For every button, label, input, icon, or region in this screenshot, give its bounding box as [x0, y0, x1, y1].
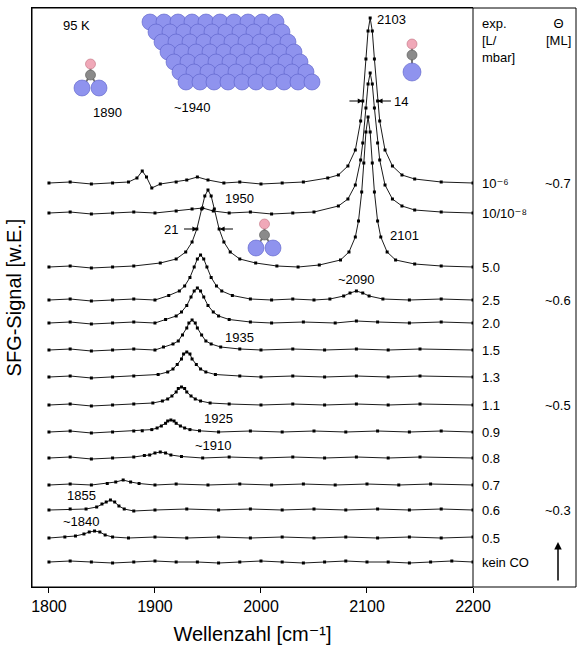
svg-text:~0.5: ~0.5	[545, 398, 571, 413]
svg-text:1935: 1935	[225, 330, 254, 345]
svg-text:14: 14	[394, 94, 408, 109]
svg-text:1950: 1950	[225, 191, 254, 206]
svg-text:0.7: 0.7	[482, 478, 500, 493]
svg-text:2.5: 2.5	[482, 293, 500, 308]
svg-text:1.5: 1.5	[482, 343, 500, 358]
svg-text:1925: 1925	[204, 411, 233, 426]
svg-text:~0.6: ~0.6	[545, 293, 571, 308]
svg-text:Wellenzahl [cm⁻¹]: Wellenzahl [cm⁻¹]	[173, 623, 331, 645]
svg-text:1800: 1800	[31, 598, 67, 615]
svg-text:1.3: 1.3	[482, 370, 500, 385]
svg-text:~1940: ~1940	[174, 100, 211, 115]
svg-text:2103: 2103	[377, 12, 406, 27]
svg-text:0.8: 0.8	[482, 451, 500, 466]
svg-text:0.6: 0.6	[482, 503, 500, 518]
svg-text:0.5: 0.5	[482, 531, 500, 546]
svg-text:10/10⁻⁸: 10/10⁻⁸	[482, 206, 527, 221]
svg-text:2.0: 2.0	[482, 316, 500, 331]
svg-text:1890: 1890	[93, 105, 122, 120]
svg-text:kein CO: kein CO	[482, 555, 529, 570]
svg-text:Θ[ML]: Θ[ML]	[546, 16, 571, 48]
svg-text:~2090: ~2090	[338, 272, 375, 287]
svg-text:~1910: ~1910	[195, 438, 232, 453]
svg-text:95 K: 95 K	[63, 18, 90, 33]
svg-text:10⁻⁶: 10⁻⁶	[482, 176, 509, 191]
svg-text:1.1: 1.1	[482, 398, 500, 413]
svg-text:~1840: ~1840	[63, 514, 100, 529]
svg-text:~0.7: ~0.7	[545, 176, 571, 191]
svg-text:5.0: 5.0	[482, 260, 500, 275]
svg-text:~0.3: ~0.3	[545, 503, 571, 518]
svg-text:1855: 1855	[67, 488, 96, 503]
svg-text:2100: 2100	[349, 598, 385, 615]
svg-text:1900: 1900	[137, 598, 173, 615]
svg-text:2200: 2200	[455, 598, 491, 615]
svg-text:21: 21	[164, 222, 178, 237]
svg-text:exp.[L/mbar]: exp.[L/mbar]	[482, 16, 515, 65]
svg-text:2000: 2000	[243, 598, 279, 615]
svg-text:2101: 2101	[390, 228, 419, 243]
svg-text:SFG-Signal [w.E.]: SFG-Signal [w.E.]	[3, 219, 25, 377]
svg-text:0.9: 0.9	[482, 425, 500, 440]
